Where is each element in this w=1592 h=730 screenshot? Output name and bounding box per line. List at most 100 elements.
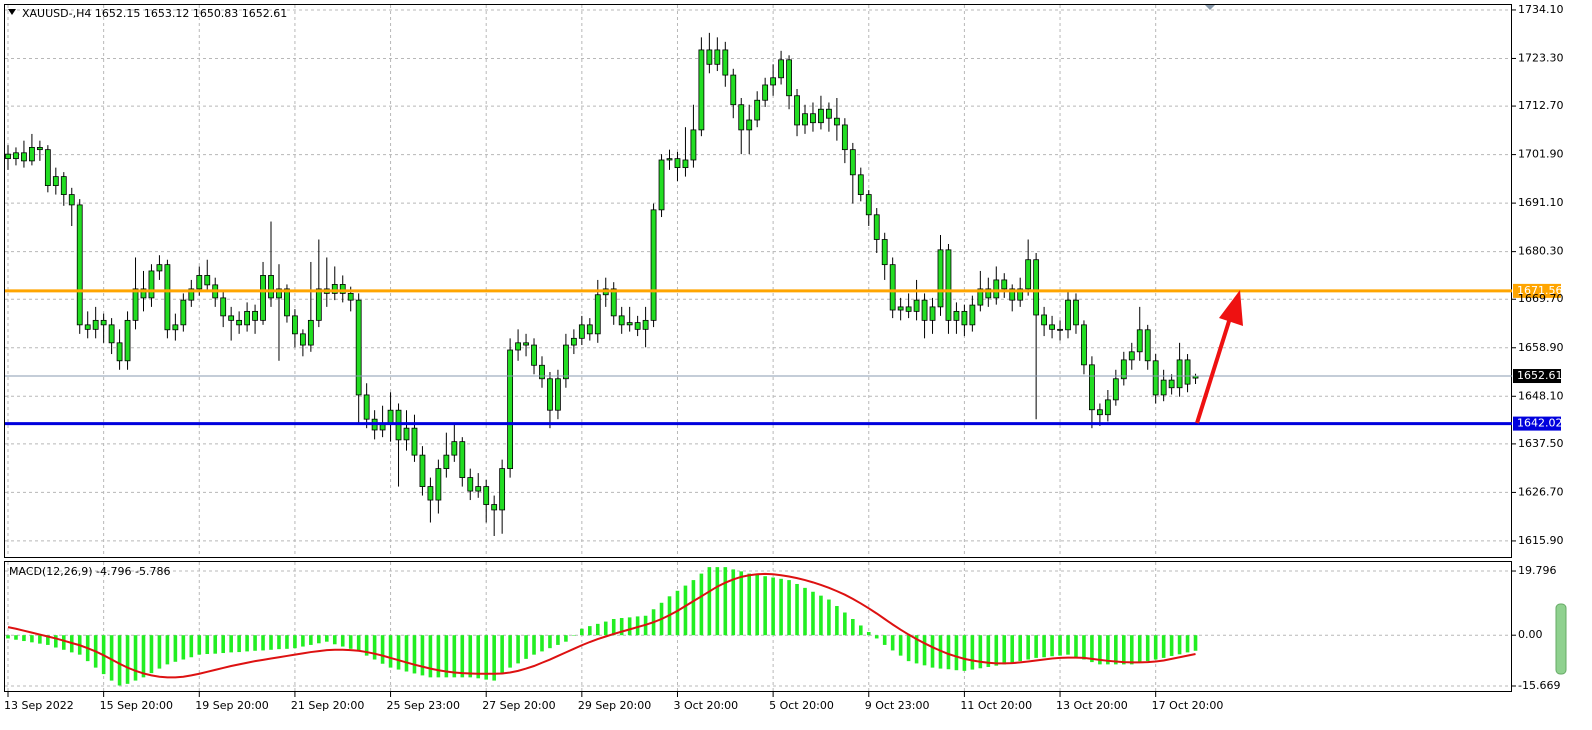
candle-body [706,49,713,65]
y-tick-label: -15.669 [1518,679,1560,692]
macd-bar [986,635,991,667]
macd-bar [882,635,887,645]
macd-bar [811,591,815,636]
macd-bar [683,585,688,636]
candle-body [642,319,649,330]
macd-bar [173,635,178,662]
candle-body [299,333,306,346]
candle-body [674,158,681,169]
candle-body [1025,259,1032,290]
macd-bar [1058,635,1062,656]
macd-bar [1145,635,1150,662]
candle-body [1049,324,1055,330]
candle-body [220,297,227,317]
macd-bar [189,635,194,658]
candle-body [1184,359,1191,385]
candle-body [196,275,203,290]
y-tick-label: 1691.10 [1518,196,1564,209]
candle-body [1112,378,1119,401]
candle-body [913,299,920,312]
macd-bar [301,635,305,647]
macd-bar [827,599,831,636]
macd-bar [61,635,66,650]
candle-body [164,264,171,331]
x-tick-label: 5 Oct 20:00 [769,699,834,712]
candle-body [172,324,179,331]
candle-body [746,119,753,131]
candle-body [419,454,426,487]
candle-body [1136,329,1143,353]
x-tick-label: 21 Sep 20:00 [291,699,364,712]
candle-body [865,194,872,216]
macd-bar [1129,635,1134,665]
macd-bar [914,635,919,664]
candle-body [1017,288,1024,301]
candle-body [92,319,99,330]
candle-body [586,324,593,335]
candle-body [794,95,800,126]
macd-bar [1018,635,1022,662]
macd-bar [492,635,496,681]
candle-body [1073,299,1079,326]
candle-body [985,288,992,299]
candle-body [714,49,721,65]
macd-bar [181,635,186,660]
candle-body [148,270,155,299]
candle-body [802,113,808,126]
macd-bar [277,635,281,650]
candle-body [563,344,569,380]
macd-bar [978,635,983,669]
scroll-slider[interactable] [1555,603,1567,675]
macd-bar [603,621,608,636]
candle-body [363,394,370,420]
macd-bar [404,635,409,672]
candle-body [961,310,968,326]
macd-bar [484,635,488,680]
x-tick-label: 25 Sep 23:00 [387,699,460,712]
macd-bar [564,635,568,642]
macd-bar [572,635,576,636]
macd-bar [1066,635,1070,655]
macd-bar [109,635,114,681]
macd-bar [588,626,592,636]
macd-bar [1193,635,1198,651]
candle-body [116,342,123,362]
candle-body [180,299,187,326]
macd-bar [595,623,600,636]
macd-bar [723,567,728,636]
candle-body [1065,299,1071,331]
candle-body [578,324,585,339]
candle-body [770,77,777,86]
y-tick-label: 1658.90 [1518,341,1564,354]
candle-body [499,468,506,511]
macd-bar [14,635,18,640]
candle-body [857,174,864,195]
candle-body [1144,329,1151,362]
macd-bar [428,635,433,678]
macd-bar [922,635,927,666]
candle-body [29,147,35,162]
candle-body [132,288,139,321]
candle-body [650,209,657,321]
macd-bar [54,635,58,648]
macd-bar [1026,635,1030,660]
macd-bar [396,635,401,670]
candle-body [204,275,211,286]
menu-triangle[interactable] [8,9,16,15]
x-tick-label: 9 Oct 23:00 [865,699,930,712]
macd-bar [197,635,202,655]
candle-body [5,153,11,160]
macd-bar [580,628,584,636]
y-tick-label: 1734.10 [1518,3,1564,16]
macd-bar [508,635,512,668]
macd-bar [707,567,712,636]
candle-body [818,108,824,124]
candle-body [60,176,67,195]
candle-body [292,315,298,335]
y-tick-label: 1626.70 [1518,485,1564,498]
macd-bar [524,635,528,659]
macd-bar [1169,635,1174,656]
macd-bar [675,590,680,636]
macd-bar [962,635,967,671]
